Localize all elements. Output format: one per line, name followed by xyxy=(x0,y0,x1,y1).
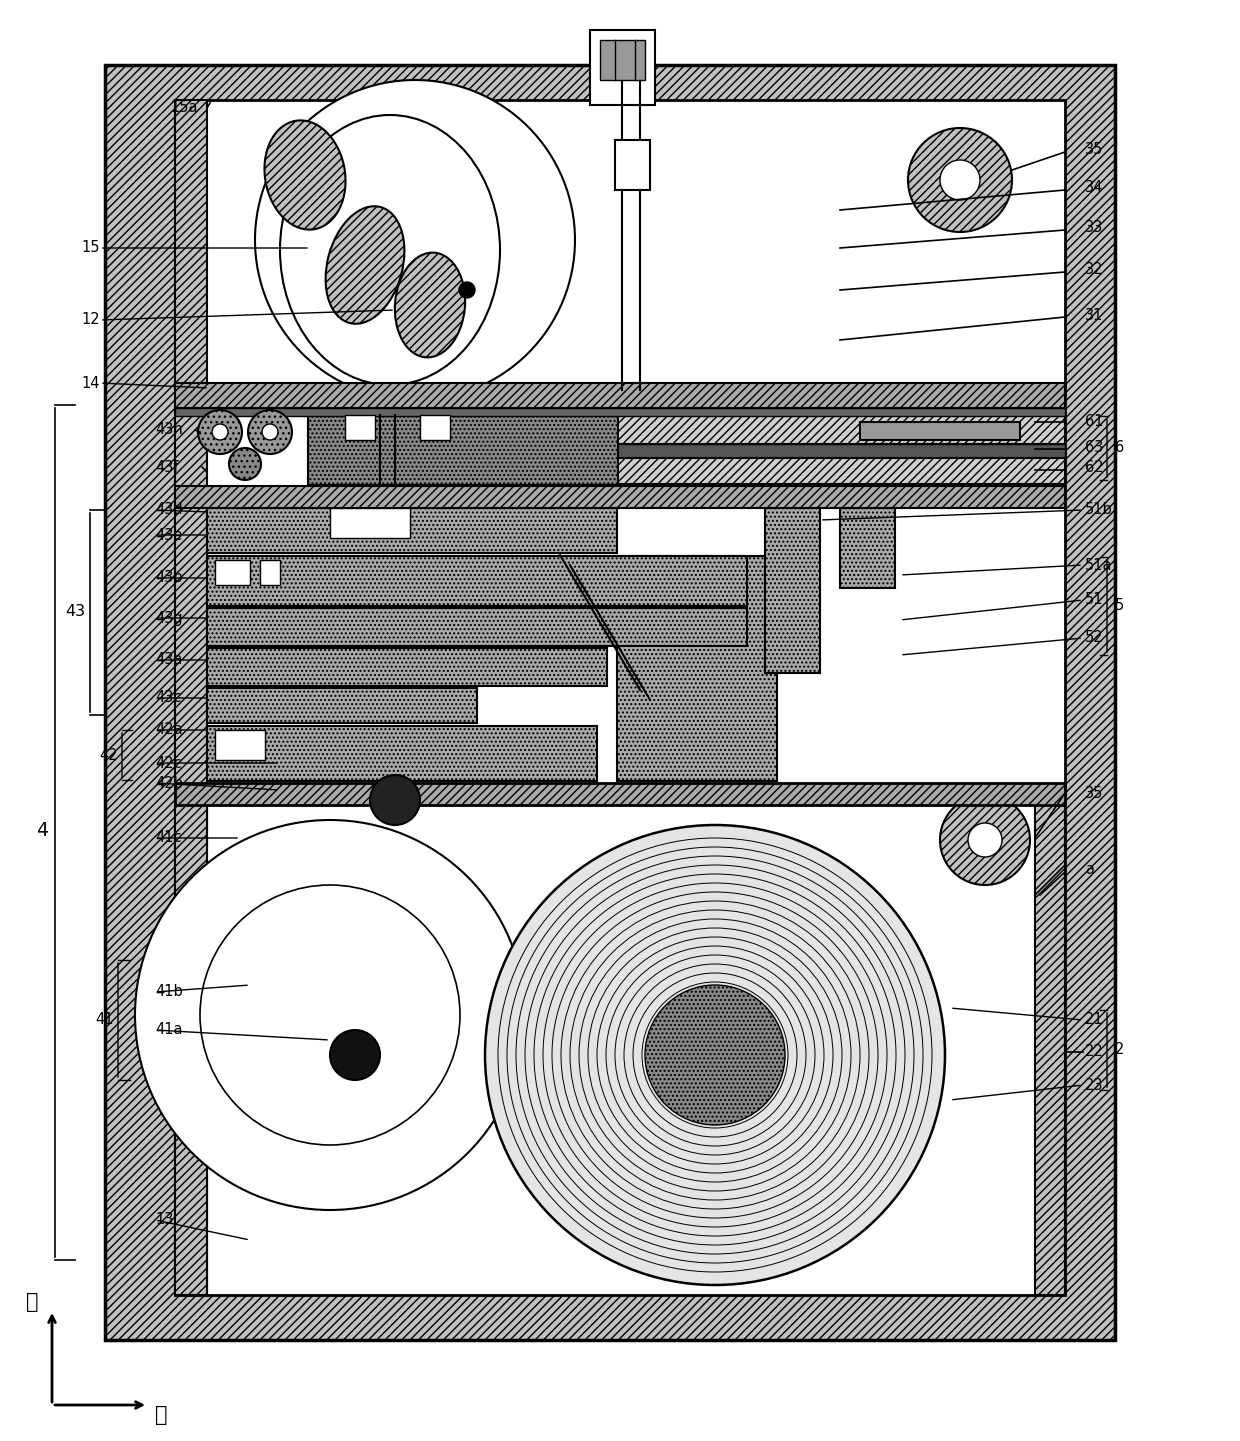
Text: 43: 43 xyxy=(64,605,86,620)
Text: 22: 22 xyxy=(1085,1045,1104,1059)
Bar xyxy=(207,687,477,723)
Text: 33: 33 xyxy=(1085,220,1104,235)
Text: 43e: 43e xyxy=(155,527,182,542)
Bar xyxy=(207,648,608,686)
Text: 41: 41 xyxy=(95,1013,114,1027)
Bar xyxy=(175,99,207,1295)
Bar xyxy=(308,411,618,486)
Text: 52: 52 xyxy=(1085,631,1104,646)
Bar xyxy=(207,509,618,553)
Text: 42b: 42b xyxy=(155,775,182,791)
Text: 43f: 43f xyxy=(155,460,179,474)
Text: 62: 62 xyxy=(1085,461,1104,476)
Text: 5: 5 xyxy=(1115,598,1125,614)
Bar xyxy=(260,561,280,585)
Circle shape xyxy=(262,424,278,440)
Bar xyxy=(175,408,1065,416)
Text: 2: 2 xyxy=(1115,1042,1125,1058)
Text: 15: 15 xyxy=(82,241,100,255)
Circle shape xyxy=(940,795,1030,885)
Bar xyxy=(175,486,1065,509)
Bar xyxy=(839,509,895,588)
Text: 42a: 42a xyxy=(155,722,182,738)
Circle shape xyxy=(645,986,785,1125)
Text: 41b: 41b xyxy=(155,984,182,1000)
Circle shape xyxy=(135,820,525,1210)
Text: 23: 23 xyxy=(1085,1078,1104,1092)
Text: 21: 21 xyxy=(1085,1013,1104,1027)
Text: 35: 35 xyxy=(1085,785,1104,801)
Bar xyxy=(590,458,1065,484)
Text: 12: 12 xyxy=(82,313,100,327)
Text: 6: 6 xyxy=(1115,441,1125,455)
Text: 41a: 41a xyxy=(155,1023,182,1038)
Circle shape xyxy=(485,826,945,1285)
Bar xyxy=(590,416,1065,444)
Text: 63: 63 xyxy=(1085,440,1104,454)
Circle shape xyxy=(212,424,228,440)
Text: 51a: 51a xyxy=(1085,558,1112,572)
Text: 41c: 41c xyxy=(155,830,181,846)
Circle shape xyxy=(330,1030,379,1079)
Text: 43h: 43h xyxy=(155,422,182,438)
Bar xyxy=(618,556,777,781)
Circle shape xyxy=(229,448,260,480)
Text: 35: 35 xyxy=(1085,143,1104,157)
Text: 61: 61 xyxy=(1085,415,1104,429)
Bar xyxy=(590,30,655,105)
Text: 43c: 43c xyxy=(155,690,181,706)
Text: 43a: 43a xyxy=(155,653,182,667)
Bar xyxy=(207,608,746,646)
Text: 42c: 42c xyxy=(155,755,181,771)
Bar xyxy=(215,561,250,585)
Bar xyxy=(207,726,596,781)
Text: 15a: 15a xyxy=(170,101,197,115)
Bar xyxy=(207,556,746,607)
Bar xyxy=(590,444,1065,458)
Ellipse shape xyxy=(264,121,346,229)
Bar xyxy=(215,731,265,759)
Text: 32: 32 xyxy=(1085,262,1104,278)
Text: 51: 51 xyxy=(1085,592,1104,608)
Circle shape xyxy=(248,411,291,454)
Bar xyxy=(105,65,1115,1340)
Text: 前: 前 xyxy=(26,1293,38,1311)
Circle shape xyxy=(198,411,242,454)
Text: 右: 右 xyxy=(155,1405,167,1425)
Text: 31: 31 xyxy=(1085,307,1104,323)
Circle shape xyxy=(968,823,1002,857)
Ellipse shape xyxy=(326,206,404,324)
Bar xyxy=(600,40,645,81)
Text: 43b: 43b xyxy=(155,571,182,585)
Bar xyxy=(615,140,650,190)
Ellipse shape xyxy=(394,252,465,357)
Bar xyxy=(420,415,450,440)
Text: 14: 14 xyxy=(82,376,100,391)
Text: 4: 4 xyxy=(36,820,48,840)
Text: 43d: 43d xyxy=(155,503,182,517)
Bar xyxy=(345,415,374,440)
Text: 13: 13 xyxy=(155,1212,174,1228)
Text: 34: 34 xyxy=(1085,180,1104,196)
Bar xyxy=(330,509,410,537)
Text: 51b: 51b xyxy=(1085,503,1112,517)
Circle shape xyxy=(459,282,475,298)
Bar xyxy=(175,99,1065,1295)
Bar xyxy=(175,782,1065,806)
Bar xyxy=(175,806,207,1295)
Circle shape xyxy=(940,160,980,200)
Bar xyxy=(765,509,820,673)
Circle shape xyxy=(255,81,575,401)
Bar xyxy=(1035,806,1065,1295)
Bar xyxy=(175,383,1065,408)
Text: a: a xyxy=(1085,863,1094,878)
Circle shape xyxy=(370,775,420,826)
Bar xyxy=(861,422,1021,440)
Text: 43g: 43g xyxy=(155,611,182,625)
Text: 42: 42 xyxy=(99,748,118,762)
Circle shape xyxy=(908,128,1012,232)
